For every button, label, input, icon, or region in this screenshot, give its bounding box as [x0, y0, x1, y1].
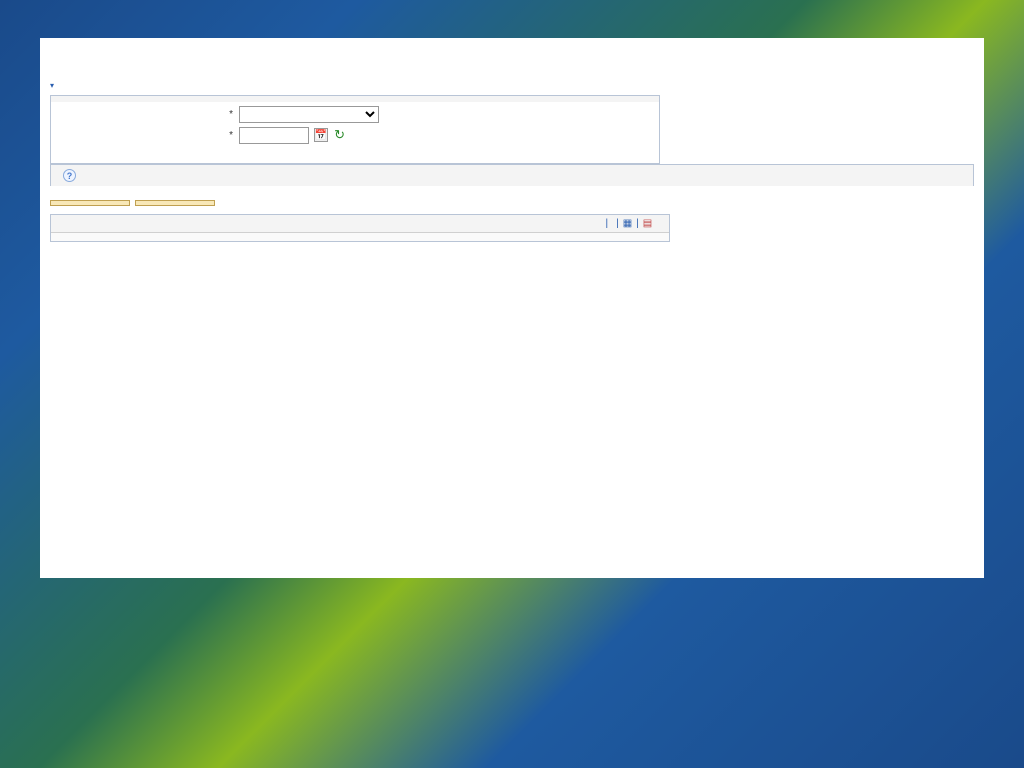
col-desc[interactable]: [361, 233, 669, 242]
slide-title: [0, 0, 1024, 38]
download-icon[interactable]: ▤: [643, 218, 652, 229]
calendar-icon[interactable]: 📅: [314, 128, 328, 142]
save-for-later-button[interactable]: [50, 200, 130, 206]
date-label: [59, 130, 239, 141]
reported-time-status-panel: | | ▦ | ▤: [50, 214, 670, 242]
col-status[interactable]: [131, 233, 251, 242]
col-total[interactable]: [251, 233, 311, 242]
date-input[interactable]: [239, 127, 309, 144]
dept-name: [50, 67, 430, 78]
select-another-timesheet: 📅 ↻: [50, 95, 660, 164]
view-by-select[interactable]: [239, 106, 379, 123]
col-date[interactable]: [51, 233, 131, 242]
actions-menu[interactable]: [50, 80, 54, 91]
submit-button[interactable]: [135, 200, 215, 206]
help-icon[interactable]: ?: [63, 169, 76, 182]
view-by-label: [59, 109, 239, 120]
timesheet-app: 📅 ↻ ? | | ▦ | ▤: [40, 38, 984, 578]
date-range-header: ?: [50, 164, 974, 186]
view-all-icon[interactable]: ▦: [623, 218, 632, 229]
refresh-icon[interactable]: ↻: [333, 128, 347, 142]
col-trc[interactable]: [311, 233, 361, 242]
